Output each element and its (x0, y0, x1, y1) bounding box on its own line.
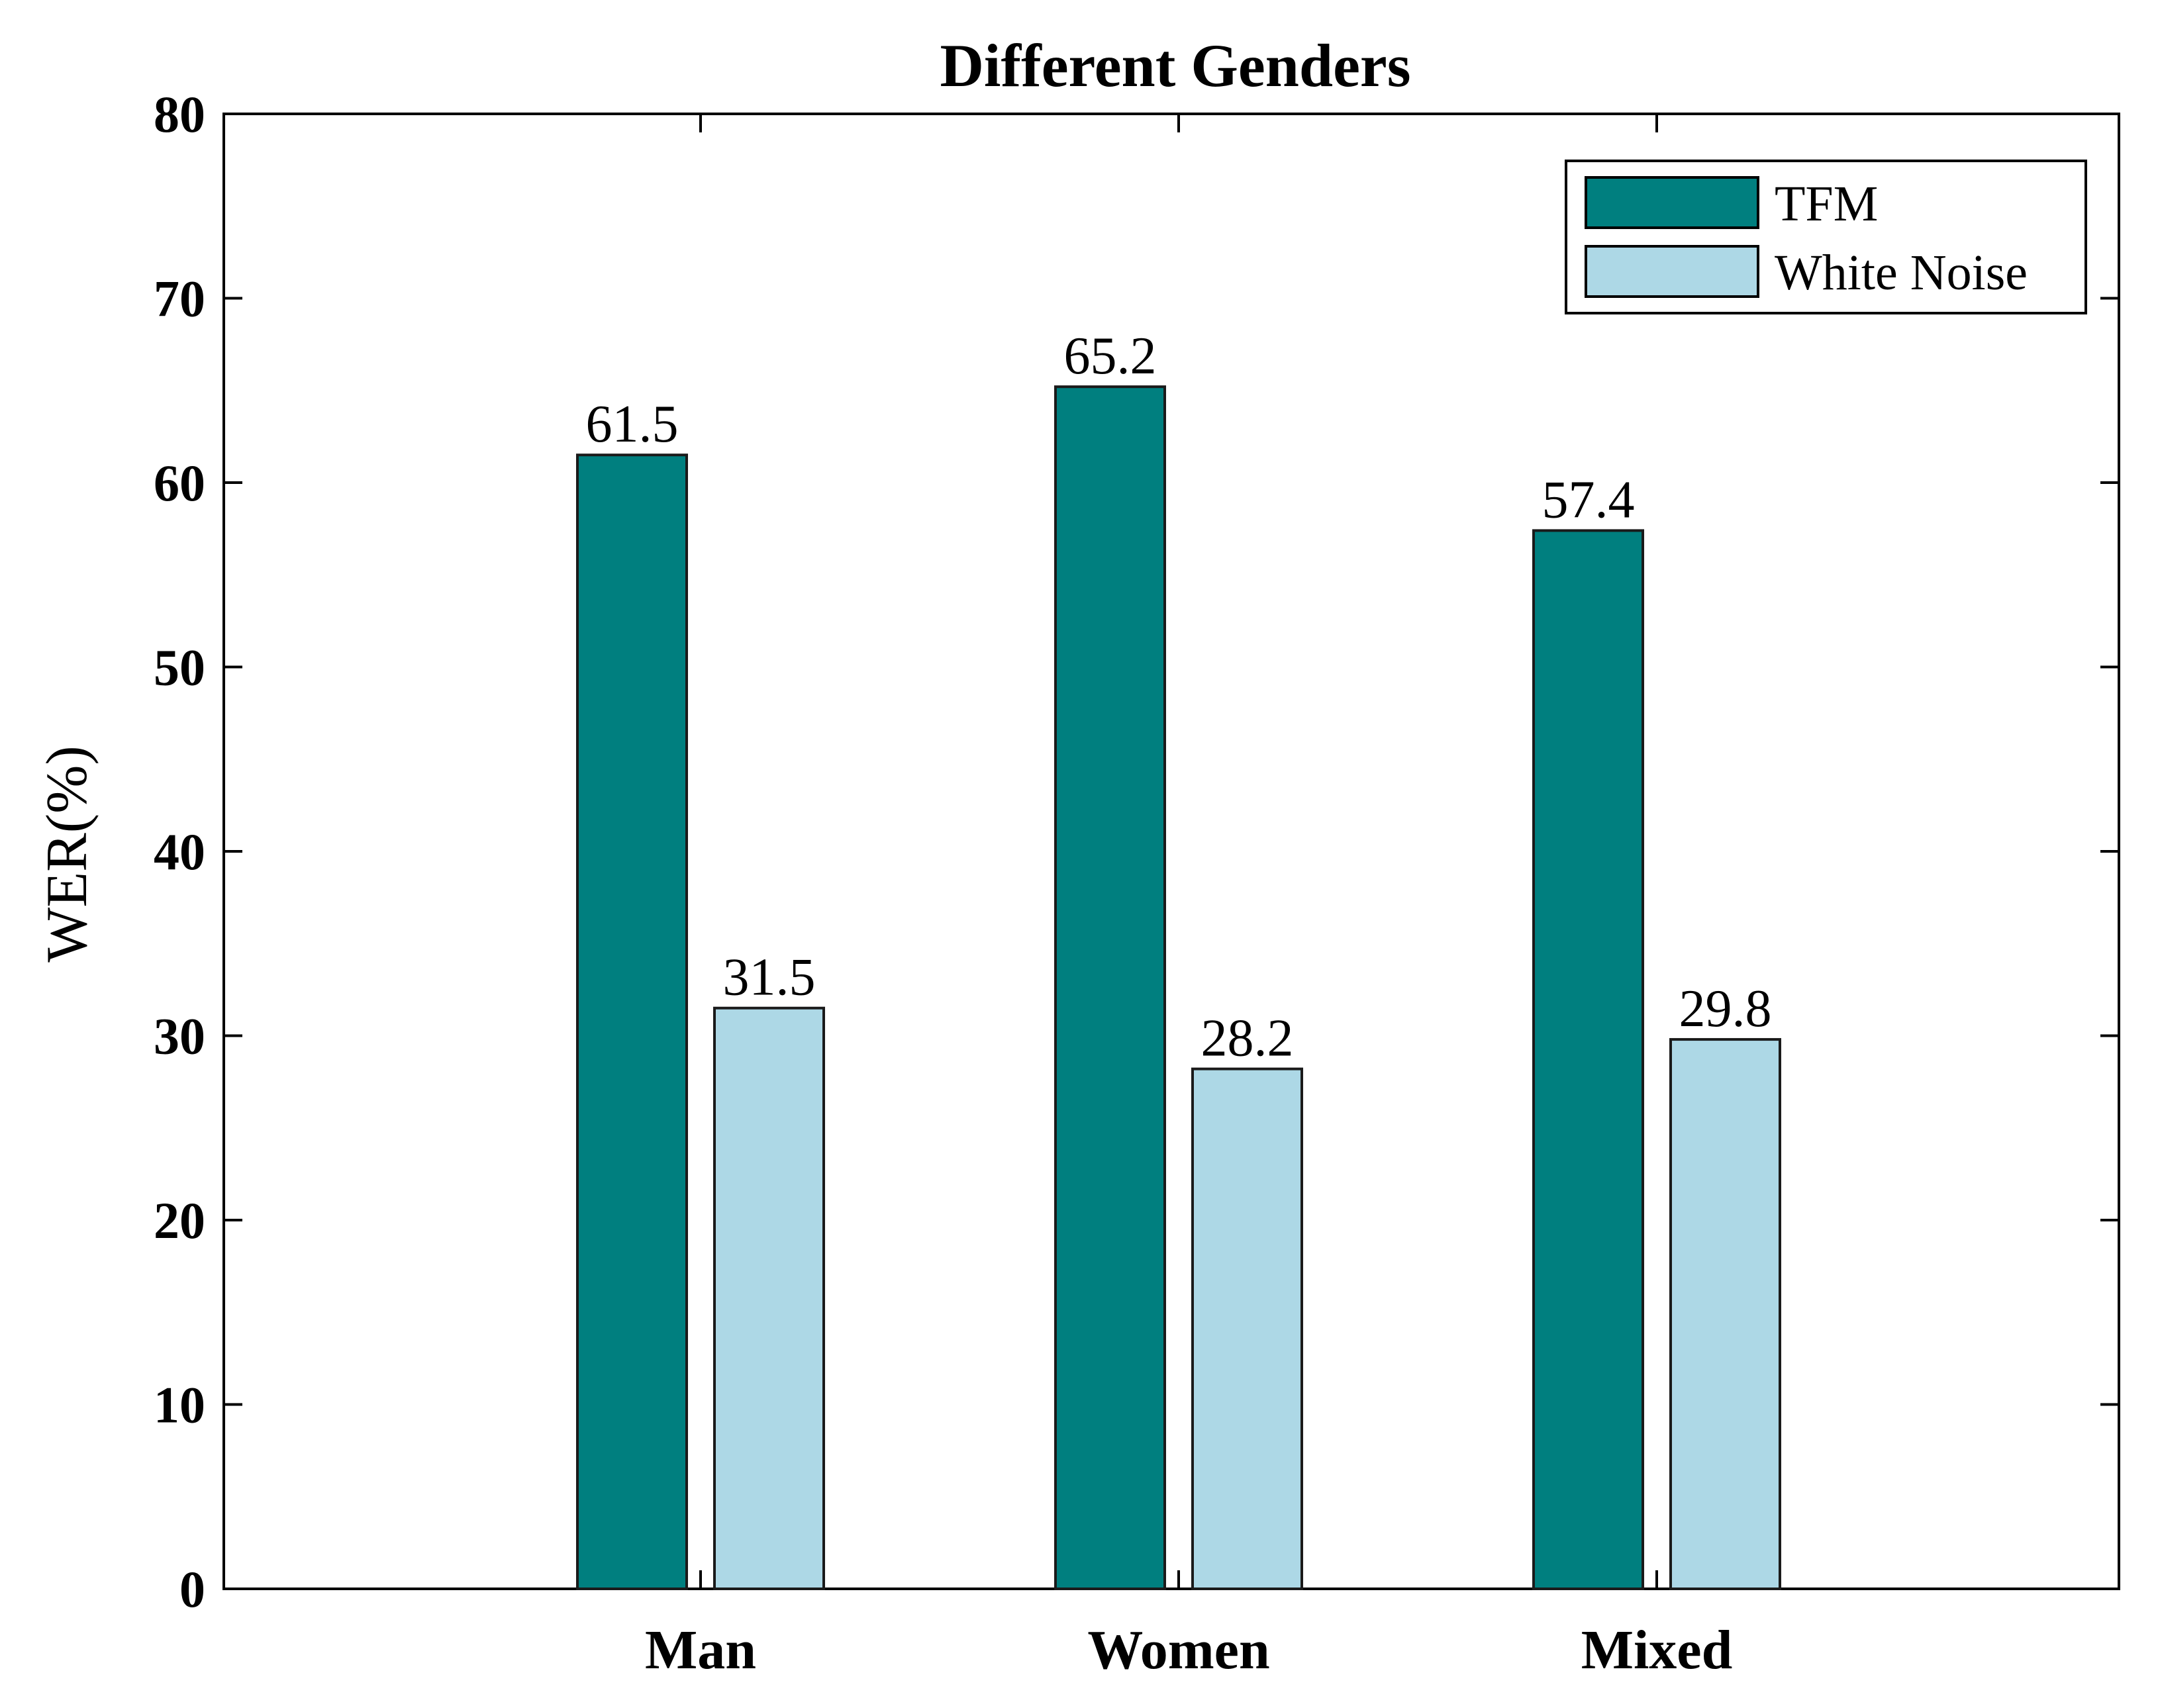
data-label-tfm-man: 61.5 (586, 395, 679, 453)
y-tick-label-60: 60 (154, 454, 205, 512)
bar-white-noise-man (713, 1006, 825, 1590)
bar-white-noise-women (1191, 1067, 1303, 1590)
bars (576, 385, 1781, 1590)
bar-tfm-women (1054, 385, 1166, 1590)
y-tick-label-30: 30 (154, 1008, 205, 1065)
x-tick-label-mixed: Mixed (1581, 1619, 1733, 1681)
data-label-tfm-mixed: 57.4 (1542, 471, 1635, 529)
data-label-white-noise-man: 31.5 (723, 949, 816, 1007)
data-label-white-noise-women: 28.2 (1201, 1010, 1294, 1068)
y-axis-label: WER(%) (35, 745, 99, 962)
x-tick-label-women: Women (1087, 1619, 1269, 1681)
legend-label-tfm: TFM (1775, 176, 1878, 232)
y-tick-label-10: 10 (154, 1376, 205, 1434)
legend-label-white-noise: White Noise (1775, 245, 2028, 301)
y-tick-label-80: 80 (154, 85, 205, 143)
bar-tfm-mixed (1532, 529, 1644, 1590)
legend-swatch-white-noise (1585, 245, 1759, 298)
plot-border (222, 113, 2120, 1590)
data-label-white-noise-mixed: 29.8 (1679, 980, 1772, 1038)
x-axis: Man Women Mixed (645, 114, 1732, 1681)
y-tick-label-20: 20 (154, 1192, 205, 1249)
legend-swatch-tfm (1585, 176, 1759, 229)
chart-title: Different Genders (940, 32, 1410, 99)
y-tick-label-40: 40 (154, 823, 205, 880)
y-axis: 0 10 20 30 40 50 60 70 80 (154, 85, 2119, 1618)
x-tick-label-man: Man (645, 1619, 756, 1681)
y-tick-label-70: 70 (154, 270, 205, 328)
data-label-tfm-women: 65.2 (1064, 327, 1157, 385)
data-labels: 61.5 31.5 65.2 28.2 57.4 29.8 (586, 327, 1772, 1067)
y-tick-label-0: 0 (179, 1560, 205, 1618)
bar-white-noise-mixed (1669, 1038, 1781, 1590)
plot-frame (222, 113, 2120, 1590)
y-tick-label-50: 50 (154, 639, 205, 696)
legend: TFM White Noise (1565, 160, 2087, 314)
bar-tfm-man (576, 453, 688, 1590)
